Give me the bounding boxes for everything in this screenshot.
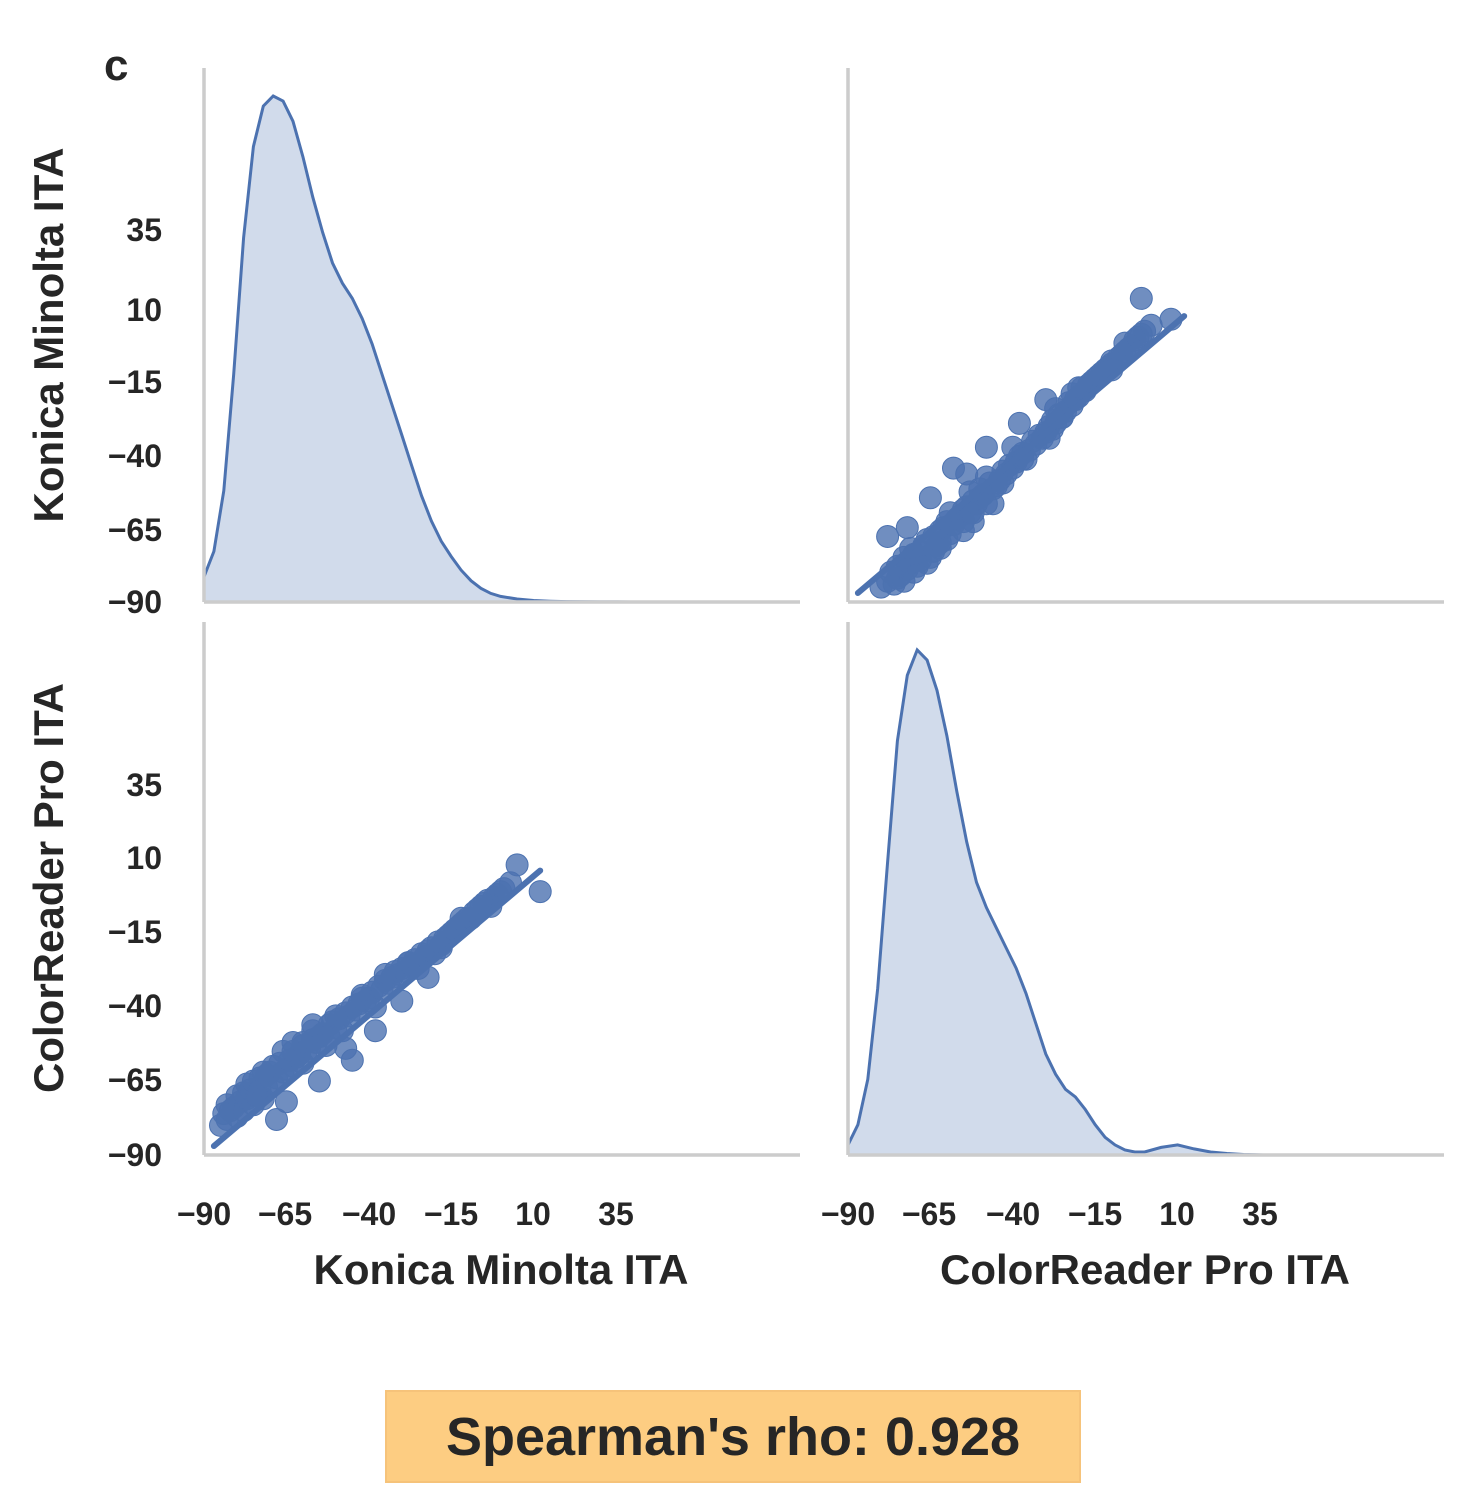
- scatter-point: [528, 880, 552, 904]
- y-tick-label: −40: [108, 438, 162, 474]
- scatter-point: [274, 1090, 298, 1114]
- scatter-point: [951, 510, 975, 534]
- scatter-point: [396, 951, 420, 975]
- x-tick-label: −40: [986, 1196, 1040, 1232]
- y-tick-label: 35: [126, 212, 162, 248]
- y-tick-label: −90: [108, 1137, 162, 1173]
- scatter-point: [449, 906, 473, 930]
- y-tick-label: 35: [126, 767, 162, 803]
- x-tick-label: −15: [424, 1196, 478, 1232]
- scatter-point: [301, 1013, 325, 1037]
- x-tick-label: 35: [1242, 1196, 1278, 1232]
- x-tick-label: −15: [1068, 1196, 1122, 1232]
- x-tick-label: −65: [258, 1196, 312, 1232]
- scatter-point: [251, 1060, 275, 1084]
- y-tick-label: −65: [108, 512, 162, 548]
- scatter-point: [895, 516, 919, 540]
- y-tick-label: −65: [108, 1062, 162, 1098]
- scatter-point: [363, 1019, 387, 1043]
- kde-fill-area: [848, 650, 1264, 1155]
- scatter-point: [1129, 286, 1153, 310]
- x-tick-label: 10: [515, 1196, 551, 1232]
- x-axis-label-col0: Konica Minolta ITA: [314, 1246, 689, 1293]
- scatter-point: [350, 986, 374, 1010]
- regression-line: [854, 313, 1188, 597]
- y-tick-label: −90: [108, 584, 162, 620]
- scatter-konica-vs-colorreader-panel: 35 10 −15 −40 −65 −90 −90 −65 −40 −15 10 35: [108, 622, 800, 1232]
- y-tick-label: −15: [108, 364, 162, 400]
- x-tick-label: −90: [177, 1196, 231, 1232]
- scatter-point: [307, 1069, 331, 1093]
- regression-line: [210, 867, 544, 1150]
- scatter-point: [324, 1004, 348, 1028]
- y-tick-label: −40: [108, 988, 162, 1024]
- x-tick-label: 35: [598, 1196, 634, 1232]
- y-tick-label: −15: [108, 914, 162, 950]
- kde-line: [846, 647, 1264, 1157]
- kde-konica-panel: 35 10 −15 −40 −65 −90: [108, 68, 800, 620]
- x-tick-label: −90: [821, 1196, 875, 1232]
- scatter-point: [281, 1039, 305, 1063]
- scatter-point: [955, 462, 979, 486]
- scatter-point: [1034, 388, 1058, 412]
- y-axis-label-row0: Konica Minolta ITA: [25, 148, 72, 523]
- scatter-point: [505, 853, 529, 877]
- x-tick-label: 10: [1159, 1196, 1195, 1232]
- scatter-point: [265, 1108, 288, 1131]
- x-tick-label: −40: [342, 1196, 396, 1232]
- y-tick-label: 10: [126, 292, 162, 328]
- kde-colorreader-panel: −90 −65 −40 −15 10 35: [821, 622, 1444, 1232]
- spearman-stat-box: Spearman's rho: 0.928: [385, 1390, 1081, 1483]
- kde-line: [202, 94, 633, 604]
- scatter-point: [373, 962, 397, 986]
- scatter-point: [1139, 313, 1163, 337]
- scatter-point: [974, 435, 998, 459]
- scatter-point: [928, 536, 952, 560]
- scatter-colorreader-vs-konica-panel: [846, 68, 1444, 604]
- x-tick-label: −65: [902, 1196, 956, 1232]
- scatter-point: [918, 486, 942, 510]
- scatter-point: [981, 492, 1005, 516]
- scatter-point: [1067, 376, 1091, 400]
- kde-fill-area: [204, 96, 633, 602]
- y-axis-label-row1: ColorReader Pro ITA: [25, 683, 72, 1093]
- panel-label: c: [104, 41, 128, 90]
- x-axis-label-col1: ColorReader Pro ITA: [940, 1246, 1350, 1293]
- scatter-point: [876, 525, 900, 548]
- scatter-point: [1007, 411, 1031, 435]
- y-tick-label: 10: [126, 840, 162, 876]
